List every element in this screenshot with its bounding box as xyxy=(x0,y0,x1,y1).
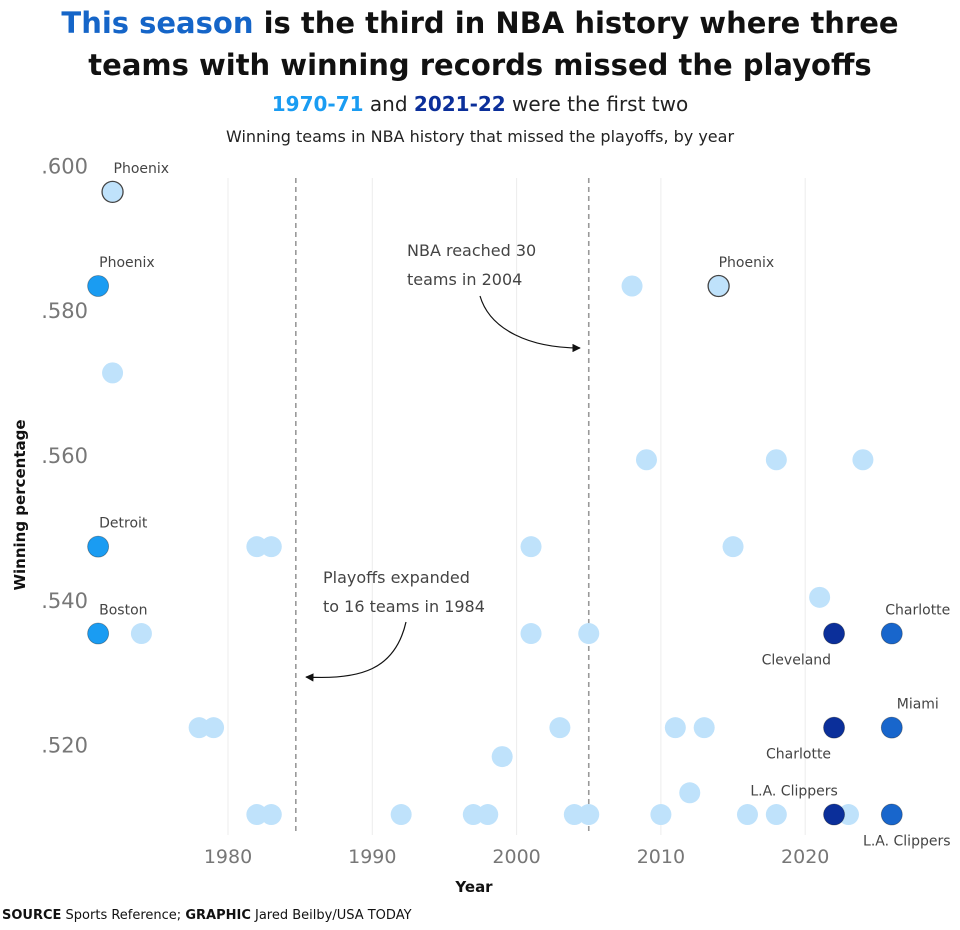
title-highlight: This season xyxy=(61,6,254,40)
subtitle: 1970-71 and 2021-22 were the first two xyxy=(0,92,960,116)
data-point xyxy=(664,717,686,739)
data-point xyxy=(823,803,845,826)
data-point xyxy=(87,622,110,645)
y-tick-label: .580 xyxy=(41,299,88,323)
subtitle-end: were the first two xyxy=(505,92,689,116)
point-label: L.A. Clippers xyxy=(863,834,950,850)
chart-title-line2: teams with winning records missed the pl… xyxy=(88,48,872,82)
data-point xyxy=(203,717,225,739)
data-point xyxy=(246,804,268,826)
data-point xyxy=(130,623,152,645)
x-tick-label: 2020 xyxy=(781,846,829,868)
data-point xyxy=(635,449,657,471)
x-axis-label: Year xyxy=(454,878,493,896)
data-point xyxy=(707,274,730,298)
x-tick-label: 2010 xyxy=(637,846,685,868)
y-axis-label: Winning percentage xyxy=(11,419,29,590)
data-point xyxy=(563,804,585,826)
data-point xyxy=(823,622,845,645)
title-rest: is the third in NBA history where three xyxy=(253,6,899,40)
annotation-arrow xyxy=(305,621,407,682)
point-label: L.A. Clippers xyxy=(750,784,837,800)
data-point xyxy=(520,536,542,558)
data-point xyxy=(188,717,210,739)
data-point xyxy=(823,716,845,739)
annotation-text: to 16 teams in 1984 xyxy=(323,597,485,616)
data-point xyxy=(477,804,499,826)
data-point xyxy=(462,804,484,826)
point-label: Phoenix xyxy=(99,255,155,271)
point-label: Miami xyxy=(897,697,939,713)
data-point xyxy=(852,449,874,471)
data-point xyxy=(87,535,110,558)
point-label: Charlotte xyxy=(885,603,950,619)
point-label: Charlotte xyxy=(766,747,831,763)
data-point xyxy=(880,716,903,739)
data-point xyxy=(722,536,744,558)
data-point xyxy=(390,804,412,826)
data-point xyxy=(880,803,903,826)
data-point xyxy=(880,622,903,645)
annotation-text: Playoffs expanded xyxy=(323,568,470,587)
annotation-arrow xyxy=(479,295,581,353)
source-line: SOURCE Sports Reference; GRAPHIC Jared B… xyxy=(2,908,412,923)
data-point xyxy=(260,536,282,558)
data-point xyxy=(578,804,600,826)
data-point xyxy=(650,804,672,826)
data-point xyxy=(736,804,758,826)
data-point xyxy=(578,623,600,645)
annotation-text: NBA reached 30 xyxy=(407,241,536,260)
graphic-label: GRAPHIC xyxy=(185,908,251,923)
graphic-text: Jared Beilby/USA TODAY xyxy=(250,908,412,923)
data-point xyxy=(765,804,787,826)
data-point xyxy=(520,623,542,645)
subtitle-2021: 2021-22 xyxy=(413,92,506,116)
data-point xyxy=(693,717,715,739)
point-label: Phoenix xyxy=(719,255,775,271)
data-point xyxy=(621,275,643,297)
source-text: Sports Reference; xyxy=(61,908,186,923)
data-point xyxy=(837,804,859,826)
point-label: Detroit xyxy=(99,516,148,532)
y-tick-label: .540 xyxy=(41,589,88,613)
chart-title-line1: This season is the third in NBA history … xyxy=(0,4,960,42)
point-label: Phoenix xyxy=(114,161,170,177)
data-point xyxy=(102,362,124,384)
y-tick-label: .560 xyxy=(41,444,88,468)
source-label: SOURCE xyxy=(2,908,62,923)
y-tick-label: .600 xyxy=(41,154,88,178)
x-tick-label: 1990 xyxy=(348,846,396,868)
x-tick-label: 1980 xyxy=(204,846,252,868)
annotation-text: teams in 2004 xyxy=(407,270,522,289)
data-point xyxy=(260,804,282,826)
data-point xyxy=(101,180,124,204)
x-tick-label: 2000 xyxy=(492,846,540,868)
y-tick-label: .520 xyxy=(41,734,88,758)
data-point xyxy=(765,449,787,471)
data-point xyxy=(491,746,513,768)
subtitle-and: and xyxy=(363,92,414,116)
point-label: Cleveland xyxy=(762,653,831,669)
description: Winning teams in NBA history that missed… xyxy=(225,127,735,146)
data-point xyxy=(549,717,571,739)
data-point xyxy=(809,586,831,608)
point-label: Boston xyxy=(99,603,147,619)
data-point xyxy=(679,782,701,804)
data-point xyxy=(87,275,110,297)
subtitle-1970: 1970-71 xyxy=(271,92,364,116)
data-point xyxy=(246,536,268,558)
